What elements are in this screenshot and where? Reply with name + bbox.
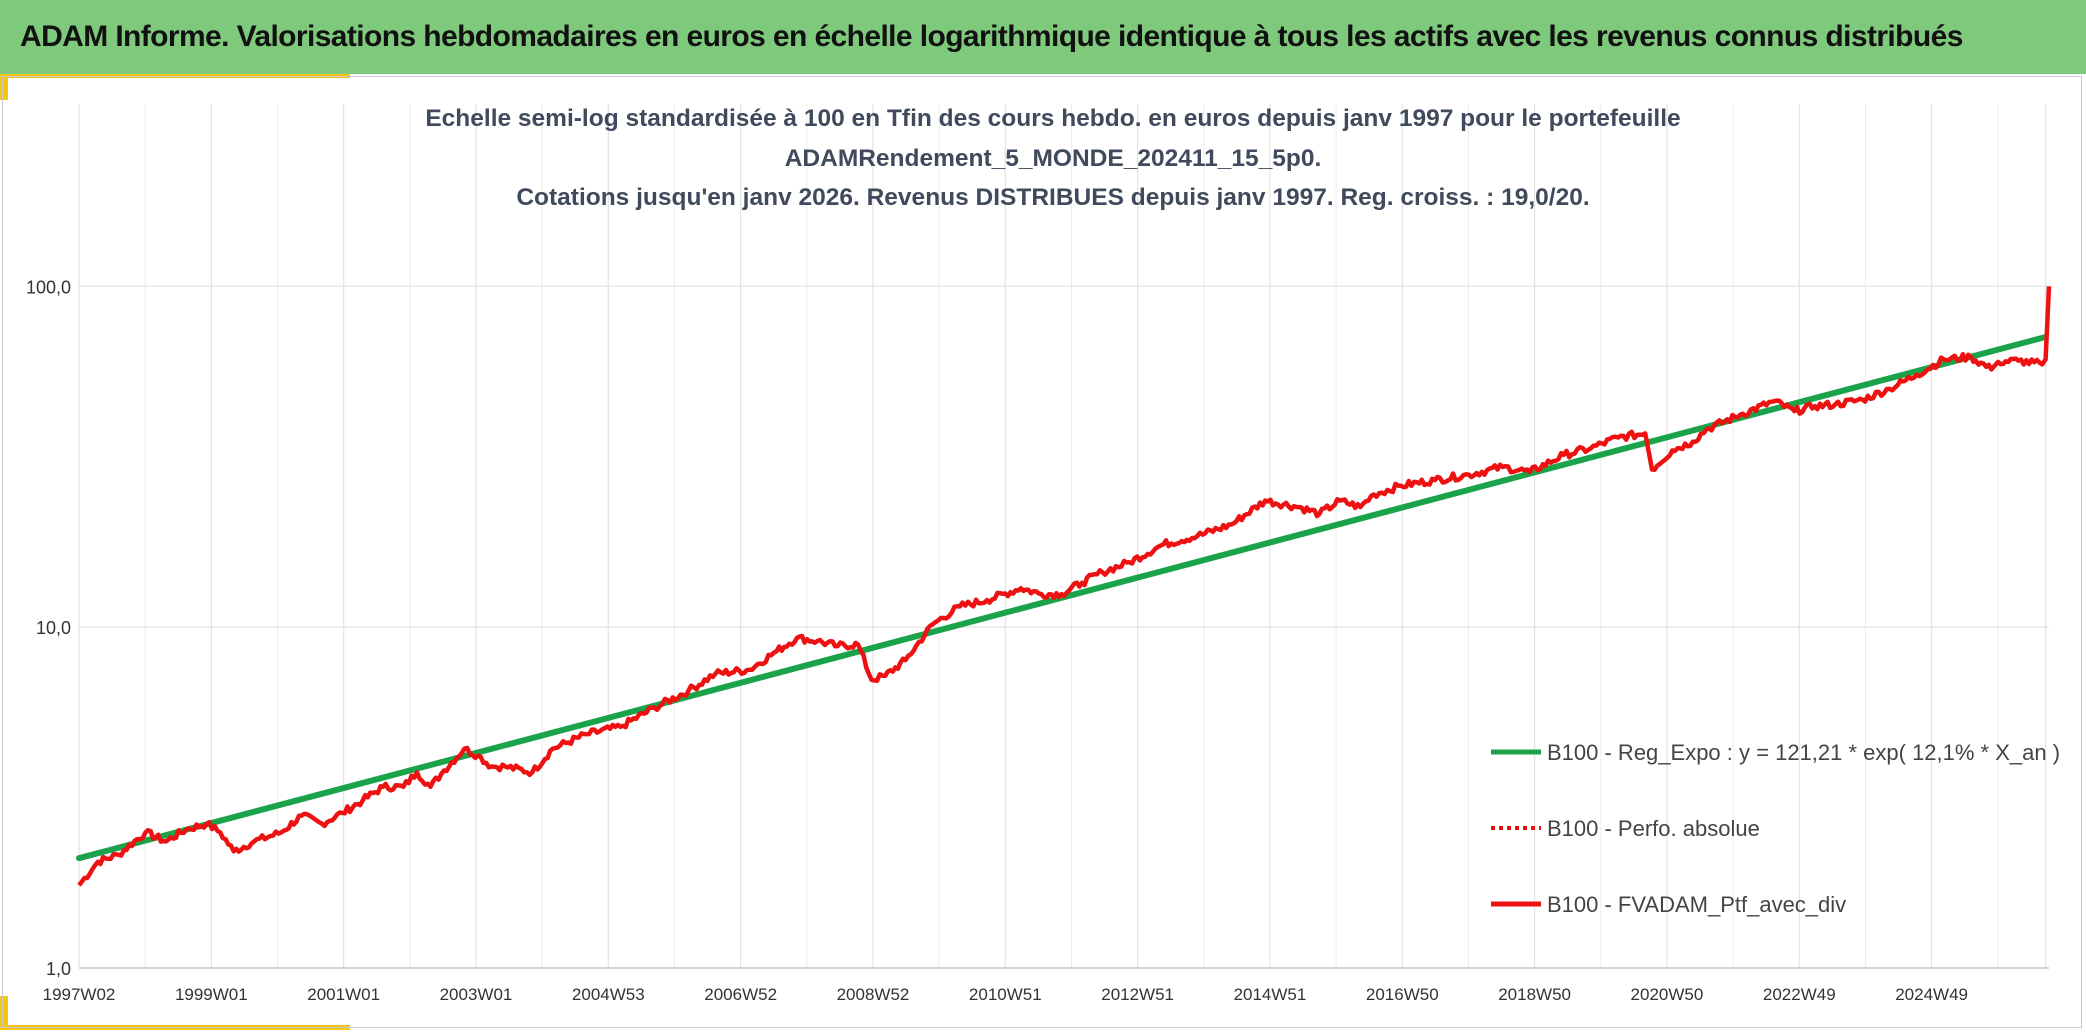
y-axis: 1,0 10,0 100,0 xyxy=(26,277,71,979)
x-tick-label: 2003W01 xyxy=(440,985,513,1004)
x-tick-label: 2004W53 xyxy=(572,985,645,1004)
x-tick-label: 2018W50 xyxy=(1498,985,1571,1004)
corner-accent-left-bottom xyxy=(0,996,8,1030)
x-tick-label: 1999W01 xyxy=(175,985,248,1004)
legend: B100 - Reg_Expo : y = 121,21 * exp( 12,1… xyxy=(1491,740,2060,917)
x-tick-label: 2008W52 xyxy=(837,985,910,1004)
x-tick-label: 2022W49 xyxy=(1763,985,1836,1004)
x-tick-label: 2006W52 xyxy=(704,985,777,1004)
x-tick-label: 2010W51 xyxy=(969,985,1042,1004)
legend-label-regression: B100 - Reg_Expo : y = 121,21 * exp( 12,1… xyxy=(1547,740,2060,765)
y-tick-label: 100,0 xyxy=(26,277,71,297)
x-tick-label: 2012W51 xyxy=(1101,985,1174,1004)
x-tick-label: 1997W02 xyxy=(43,985,116,1004)
report-header: ADAM Informe. Valorisations hebdomadaire… xyxy=(0,0,2086,74)
legend-label-perfo-absolue: B100 - Perfo. absolue xyxy=(1547,816,1760,841)
x-tick-label: 2016W50 xyxy=(1366,985,1439,1004)
x-tick-label: 2014W51 xyxy=(1234,985,1307,1004)
chart-title-line-3: Cotations jusqu'en janv 2026. Revenus DI… xyxy=(516,184,1589,211)
chart-title-line-1: Echelle semi-log standardisée à 100 en T… xyxy=(425,105,1680,132)
performance-line xyxy=(77,286,2052,887)
chart-title-line-2: ADAMRendement_5_MONDE_202411_15_5p0. xyxy=(785,145,1322,172)
series xyxy=(76,286,2052,887)
chart-area: Echelle semi-log standardisée à 100 en T… xyxy=(2,76,2082,1028)
chart-title: Echelle semi-log standardisée à 100 en T… xyxy=(425,105,1680,211)
grid xyxy=(78,104,2049,969)
y-tick-label: 1,0 xyxy=(46,959,71,979)
x-axis: 1997W02 1999W01 2001W01 2003W01 2004W53 2006W… xyxy=(43,985,1968,1004)
regression-line xyxy=(76,333,2049,862)
corner-accent-left-top xyxy=(0,74,8,100)
x-tick-label: 2024W49 xyxy=(1895,985,1968,1004)
report-title: ADAM Informe. Valorisations hebdomadaire… xyxy=(20,20,1963,53)
chart-svg: Echelle semi-log standardisée à 100 en T… xyxy=(26,104,2060,1004)
x-tick-label: 2020W50 xyxy=(1631,985,1704,1004)
x-tick-label: 2001W01 xyxy=(307,985,380,1004)
y-tick-label: 10,0 xyxy=(36,618,71,638)
legend-label-ptf-avec-div: B100 - FVADAM_Ptf_avec_div xyxy=(1547,892,1846,917)
